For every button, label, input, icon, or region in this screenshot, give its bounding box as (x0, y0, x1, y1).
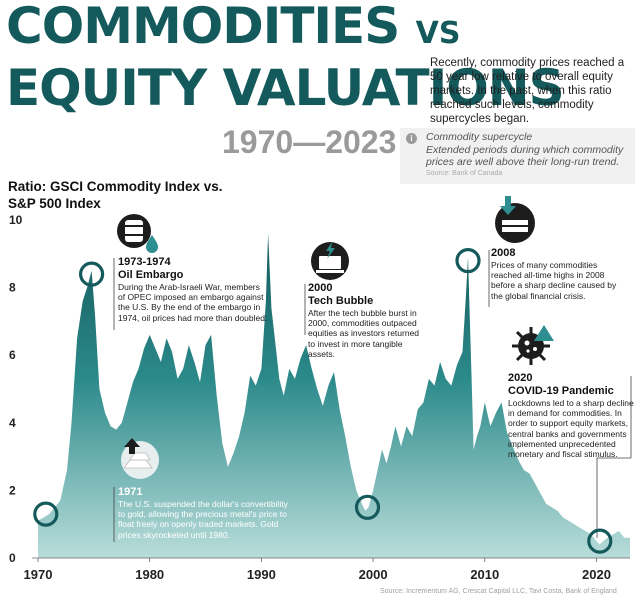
annotation-heading: Oil Embargo (118, 269, 184, 281)
money-stack-icon (495, 196, 535, 243)
highlight-circle (33, 501, 59, 527)
oil-barrel-icon (117, 214, 158, 253)
x-tick-label: 1990 (247, 567, 276, 582)
x-tick-label: 1970 (24, 567, 53, 582)
annotation-heading: Tech Bubble (308, 295, 374, 307)
annotation-year: 1971 (118, 486, 143, 498)
annotation-2000: 2000 Tech Bubble After the tech bubble b… (308, 282, 426, 359)
title-commodities: COMMODITIES (6, 0, 400, 55)
info-box-source: Source: Bank of Canada (426, 170, 503, 177)
info-icon: i (406, 133, 417, 144)
highlight-circle (587, 528, 613, 554)
x-tick-label: 2010 (470, 567, 499, 582)
annotation-text: Prices of many commodities reached all-t… (491, 260, 617, 301)
info-box-title: Commodity supercycle (426, 131, 533, 143)
annotation-text: The U.S. suspended the dollar's converti… (118, 499, 288, 540)
annotation-2020: 2020 COVID-19 Pandemic Lockdowns led to … (508, 372, 634, 459)
annotation-text: Lockdowns led to a sharp decline in dema… (508, 398, 634, 460)
annotation-year: 2008 (491, 247, 516, 259)
y-tick-label: 6 (9, 348, 16, 362)
x-tick-label: 1980 (135, 567, 164, 582)
title-line-1: COMMODITIES VS (6, 0, 460, 62)
highlight-circle (354, 494, 381, 520)
y-tick-label: 4 (9, 416, 16, 430)
title-years: 1970—2023 (222, 124, 397, 160)
y-tick-label: 2 (9, 483, 16, 497)
y-tick-label: 10 (9, 213, 23, 227)
y-tick-label: 8 (9, 281, 16, 295)
annotation-2008: 2008 Prices of many commodities reached … (491, 247, 623, 301)
title-line-2: EQUITY VALUATIONS (6, 59, 565, 117)
annotation-text: During the Arab-Israeli War, members of … (118, 282, 268, 323)
annotation-heading: COVID-19 Pandemic (508, 385, 614, 397)
y-tick-label: 0 (9, 551, 16, 565)
annotation-year: 2020 (508, 372, 533, 384)
chart-title: Ratio: GSCI Commodity Index vs. S&P 500 … (8, 179, 223, 211)
highlight-circle (455, 248, 481, 274)
virus-icon (512, 325, 554, 365)
source-note: Source: Incrementum AG, Crescat Capital … (380, 588, 617, 595)
laptop-icon (311, 242, 349, 280)
series-area (38, 233, 630, 558)
x-tick-label: 2020 (582, 567, 611, 582)
annotation-1973: 1973-1974 Oil Embargo During the Arab-Is… (118, 256, 268, 323)
gold-bars-icon (121, 438, 159, 479)
info-box: i Commodity supercycle Extended periods … (400, 128, 635, 184)
annotation-1971: 1971 The U.S. suspended the dollar's con… (118, 486, 288, 540)
annotation-year: 1973-1974 (118, 256, 171, 268)
x-tick-label: 2000 (359, 567, 388, 582)
title-vs: VS (415, 16, 461, 51)
intro-text: Recently, commodity prices reached a 50 … (430, 57, 625, 125)
highlight-circle (78, 261, 105, 287)
annotation-year: 2000 (308, 282, 333, 294)
info-box-body: Extended periods during which commodity … (426, 144, 624, 168)
annotation-text: After the tech bubble burst in 2000, com… (308, 308, 420, 359)
